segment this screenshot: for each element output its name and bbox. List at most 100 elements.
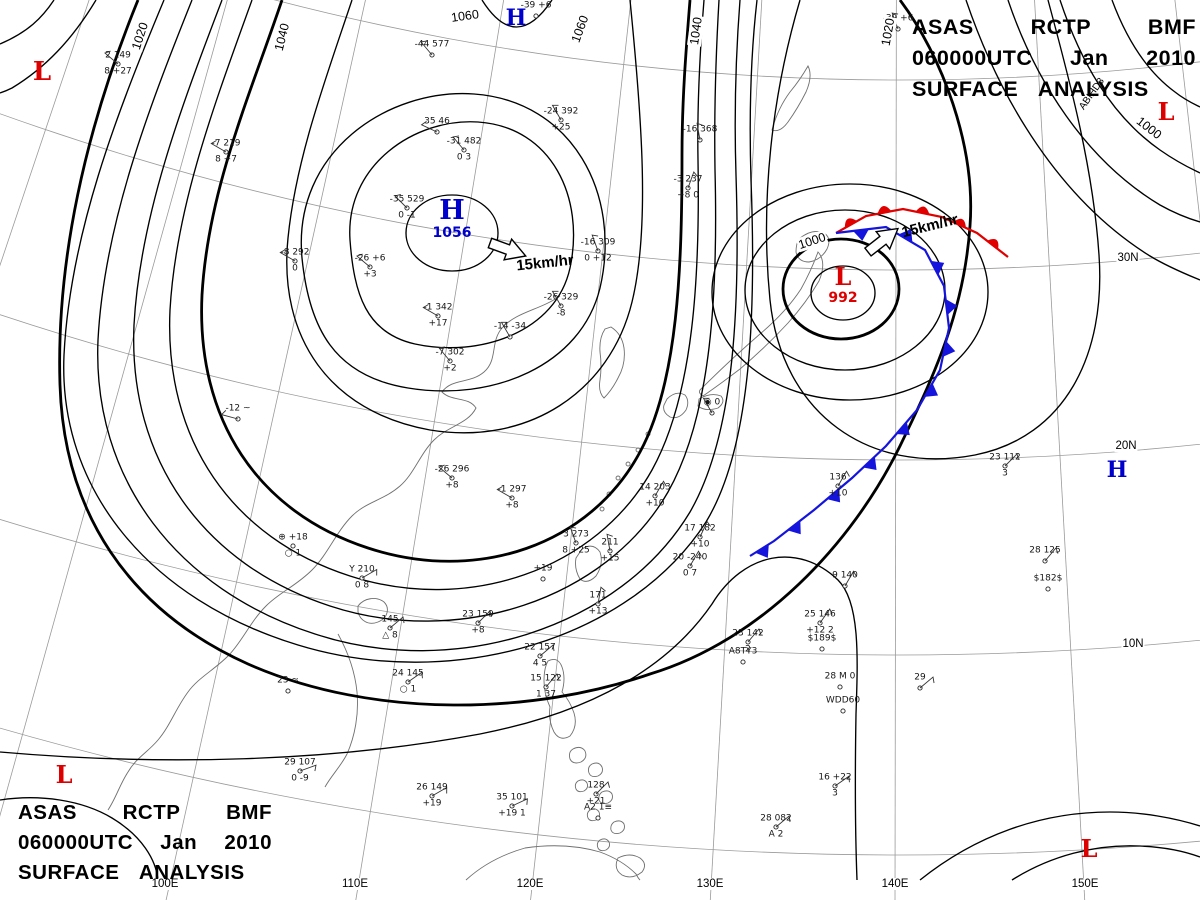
cold-front-pip-icon xyxy=(787,520,801,535)
station-circle xyxy=(740,659,746,665)
graticule-meridian xyxy=(709,0,763,900)
cold-front-pip-icon xyxy=(863,456,877,471)
station-circle xyxy=(290,543,296,549)
movement-arrow-icon xyxy=(863,227,900,257)
title-word: RCTP xyxy=(1030,15,1092,39)
warm-front-pip-icon xyxy=(915,206,930,215)
wind-barb-icon xyxy=(545,673,560,688)
wind-barb-icon xyxy=(819,608,833,624)
wind-barb-icon xyxy=(891,12,899,30)
isobar-1004-ne xyxy=(1007,0,1200,223)
wind-barb-icon xyxy=(496,486,513,499)
isobar-se-corner-outer xyxy=(919,811,1200,881)
isobars xyxy=(0,0,1200,881)
cold-front-pip-icon xyxy=(755,544,769,558)
title-block-bottom: ASAS RCTP BMF 060000UTC Jan 2010 SURFACE… xyxy=(18,798,272,888)
wind-barb-icon xyxy=(477,610,492,624)
wind-barb-icon xyxy=(420,121,438,133)
title-word: BMF xyxy=(226,801,272,824)
wind-barb-icon xyxy=(597,586,606,605)
isobar-1016 xyxy=(0,556,858,881)
wind-barb-icon xyxy=(299,764,317,772)
isobar-1012 xyxy=(765,0,1101,460)
wind-barb-icon xyxy=(834,775,850,787)
wind-barb-icon xyxy=(919,676,935,689)
coastlines xyxy=(107,65,830,881)
wind-barb-icon xyxy=(420,40,433,56)
wind-barb-icon xyxy=(511,798,528,807)
movement-arrow-icon xyxy=(487,237,528,261)
wind-barb-icon xyxy=(452,135,465,151)
isobar-se-corner-inner xyxy=(1011,845,1200,881)
title-org-line: ASAS RCTP BMF xyxy=(18,798,272,828)
isobar-1044 xyxy=(286,0,644,434)
title-word: RCTP xyxy=(122,801,181,824)
isobar-1008-ne xyxy=(965,0,1200,281)
graticule-parallel xyxy=(0,727,1200,855)
isobar-1060-ridge xyxy=(481,0,553,28)
isobar-1036 xyxy=(168,0,705,591)
title-word: ANALYSIS xyxy=(1037,77,1149,101)
station-circle xyxy=(837,684,843,690)
cold-front-line xyxy=(749,225,951,557)
wind-barb-icon xyxy=(407,671,423,683)
isobar-1028 xyxy=(97,0,741,652)
station-circle xyxy=(285,688,291,694)
cold-front-pip-icon xyxy=(924,383,939,397)
station-circle xyxy=(533,13,539,19)
wind-barb-icon xyxy=(569,526,577,544)
wind-barb-icon xyxy=(104,50,119,65)
wind-barb-icon xyxy=(431,786,448,797)
title-word: 060000UTC xyxy=(912,46,1033,70)
cold-front-pip-icon xyxy=(826,488,841,503)
title-word: 2010 xyxy=(224,831,272,854)
graticule-meridian xyxy=(355,0,505,900)
title-word: SURFACE xyxy=(18,861,120,884)
wind-barb-icon xyxy=(438,346,451,362)
station-circle xyxy=(819,646,825,652)
title-word: ANALYSIS xyxy=(138,861,245,884)
station-circle xyxy=(1045,586,1051,592)
wind-barb-icon xyxy=(422,304,439,317)
wind-barb-icon xyxy=(775,815,791,828)
isobar-996-ne xyxy=(1111,0,1200,108)
isobar-1008 xyxy=(711,183,989,401)
isobar-nw-corner-outer xyxy=(0,0,97,94)
title-block-top: ASAS RCTP BMF 060000UTC Jan 2010 SURFACE… xyxy=(912,12,1196,105)
weather-fronts xyxy=(749,206,1009,558)
movement-arrows xyxy=(487,227,900,261)
wind-barb-icon xyxy=(1044,547,1059,562)
graticule-meridian xyxy=(0,0,90,267)
warm-front-pip-icon xyxy=(953,218,966,228)
wind-barb-icon xyxy=(844,570,857,587)
wind-barb-icon xyxy=(702,397,713,414)
cold-front-pip-icon xyxy=(898,229,913,243)
wind-barb-icon xyxy=(606,533,613,552)
cold-front-pip-icon xyxy=(896,421,910,436)
wind-barb-icon xyxy=(551,104,562,121)
title-word: Jan xyxy=(1070,46,1109,70)
wind-barb-icon xyxy=(361,568,378,579)
cold-front-pip-icon xyxy=(930,260,945,276)
title-word: BMF xyxy=(1147,15,1196,39)
graticule-meridian xyxy=(1174,0,1200,224)
cold-front-pip-icon xyxy=(945,299,958,315)
wind-barb-icon xyxy=(687,171,698,189)
title-word: 2010 xyxy=(1146,46,1196,70)
isobar-996 xyxy=(810,265,876,321)
wind-barb-icon xyxy=(1004,453,1019,467)
wind-barb-icon xyxy=(279,249,296,262)
warm-front-pip-icon xyxy=(986,238,999,250)
title-word: ASAS xyxy=(18,801,77,824)
wind-barb-icon xyxy=(747,628,762,643)
wind-barb-icon xyxy=(500,321,511,338)
title-type-line: SURFACE ANALYSIS xyxy=(912,74,1196,105)
graticule-meridian xyxy=(530,0,632,900)
wind-barb-icon xyxy=(654,480,667,497)
isobar-1040 xyxy=(200,0,692,563)
station-circle xyxy=(540,576,546,582)
coastline-islands xyxy=(465,65,830,881)
title-word: SURFACE xyxy=(912,77,1019,101)
